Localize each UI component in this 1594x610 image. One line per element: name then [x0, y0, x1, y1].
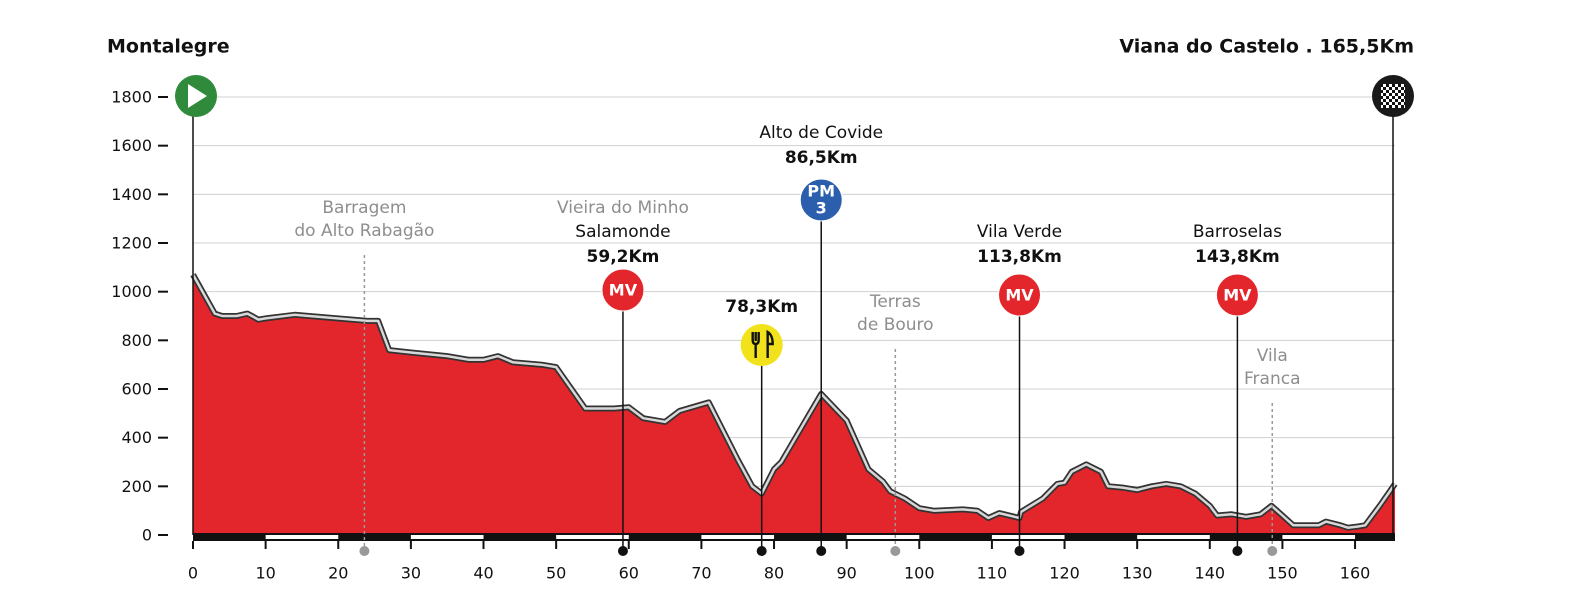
badge-label: PM	[807, 182, 835, 201]
x-tick-label: 60	[619, 564, 639, 583]
badge	[601, 268, 645, 312]
place-note: Vila	[1257, 346, 1288, 366]
y-tick-label: 1600	[111, 136, 152, 155]
badge-sub: 3	[816, 199, 827, 218]
place-note: Franca	[1244, 369, 1301, 389]
place-name: Barroselas	[1193, 222, 1282, 242]
x-tick-label: 10	[255, 564, 275, 583]
place-km: 143,8Km	[1195, 247, 1280, 267]
km-band-gap	[1137, 535, 1210, 539]
y-tick-label: 800	[121, 331, 152, 350]
profile-line	[191, 273, 1397, 529]
badge-label: MV	[1223, 286, 1252, 305]
feed-fork	[751, 332, 760, 358]
place-km: 78,3Km	[725, 297, 798, 317]
marker-dot	[1267, 546, 1278, 556]
marker-dot	[617, 546, 628, 556]
finish-name: Viana do Castelo . 165,5Km	[1119, 36, 1414, 58]
km-band	[193, 533, 1395, 541]
start-arrow	[188, 84, 207, 108]
y-tick-label: 0	[142, 526, 152, 545]
badge	[799, 178, 843, 222]
y-tick-label: 600	[121, 380, 152, 399]
x-tick-label: 140	[1195, 564, 1226, 583]
marker-dot	[890, 546, 901, 556]
x-tick-label: 90	[836, 564, 856, 583]
x-tick-label: 0	[188, 564, 198, 583]
x-tick-label: 130	[1122, 564, 1153, 583]
marker-dot	[816, 546, 827, 556]
km-band-gap	[846, 535, 920, 539]
place-km: 86,5Km	[785, 148, 858, 168]
place-name: Salamonde	[575, 222, 670, 242]
km-band-gap	[1282, 535, 1356, 539]
km-band-gap	[991, 535, 1065, 539]
place-note: do Alto Rabagão	[294, 221, 434, 241]
place-note: Barragem	[322, 198, 406, 218]
x-tick-label: 150	[1267, 564, 1298, 583]
badge	[1215, 273, 1259, 317]
y-tick-label: 1200	[111, 234, 152, 253]
y-tick-label: 1400	[111, 185, 152, 204]
feed-icon	[740, 324, 783, 366]
km-band-gap	[410, 535, 484, 539]
km-band-gap	[556, 535, 629, 539]
marker-dot	[756, 546, 767, 556]
y-tick-label: 400	[121, 428, 152, 447]
place-km: 59,2Km	[587, 247, 660, 267]
place-km: 113,8Km	[977, 247, 1062, 267]
feed-knife	[766, 329, 774, 358]
start-name: Montalegre	[107, 36, 230, 58]
badge-label: MV	[609, 281, 638, 300]
x-tick-label: 70	[691, 564, 711, 583]
badge	[998, 273, 1042, 317]
badge-label: MV	[1005, 286, 1034, 305]
marker-dot	[1232, 546, 1243, 556]
km-band-gap	[265, 535, 339, 539]
x-tick-label: 20	[328, 564, 348, 583]
y-tick-label: 1000	[111, 282, 152, 301]
x-tick-label: 100	[904, 564, 935, 583]
y-tick-label: 200	[121, 477, 152, 496]
x-tick-label: 30	[401, 564, 421, 583]
x-tick-label: 80	[764, 564, 784, 583]
y-tick-label: 1800	[111, 88, 152, 107]
x-tick-label: 160	[1340, 564, 1371, 583]
finish-flag	[1381, 84, 1405, 108]
x-tick-label: 120	[1049, 564, 1080, 583]
marker-dot	[1014, 546, 1025, 556]
place-name: Vila Verde	[977, 222, 1062, 242]
x-tick-label: 110	[977, 564, 1008, 583]
place-name: Alto de Covide	[759, 123, 883, 143]
place-note: de Bouro	[857, 315, 934, 335]
marker-dot	[359, 546, 370, 556]
x-tick-label: 40	[473, 564, 493, 583]
place-note: Terras	[869, 292, 921, 312]
place-note: Vieira do Minho	[557, 198, 689, 218]
km-band-gap	[701, 535, 775, 539]
x-tick-label: 50	[546, 564, 566, 583]
